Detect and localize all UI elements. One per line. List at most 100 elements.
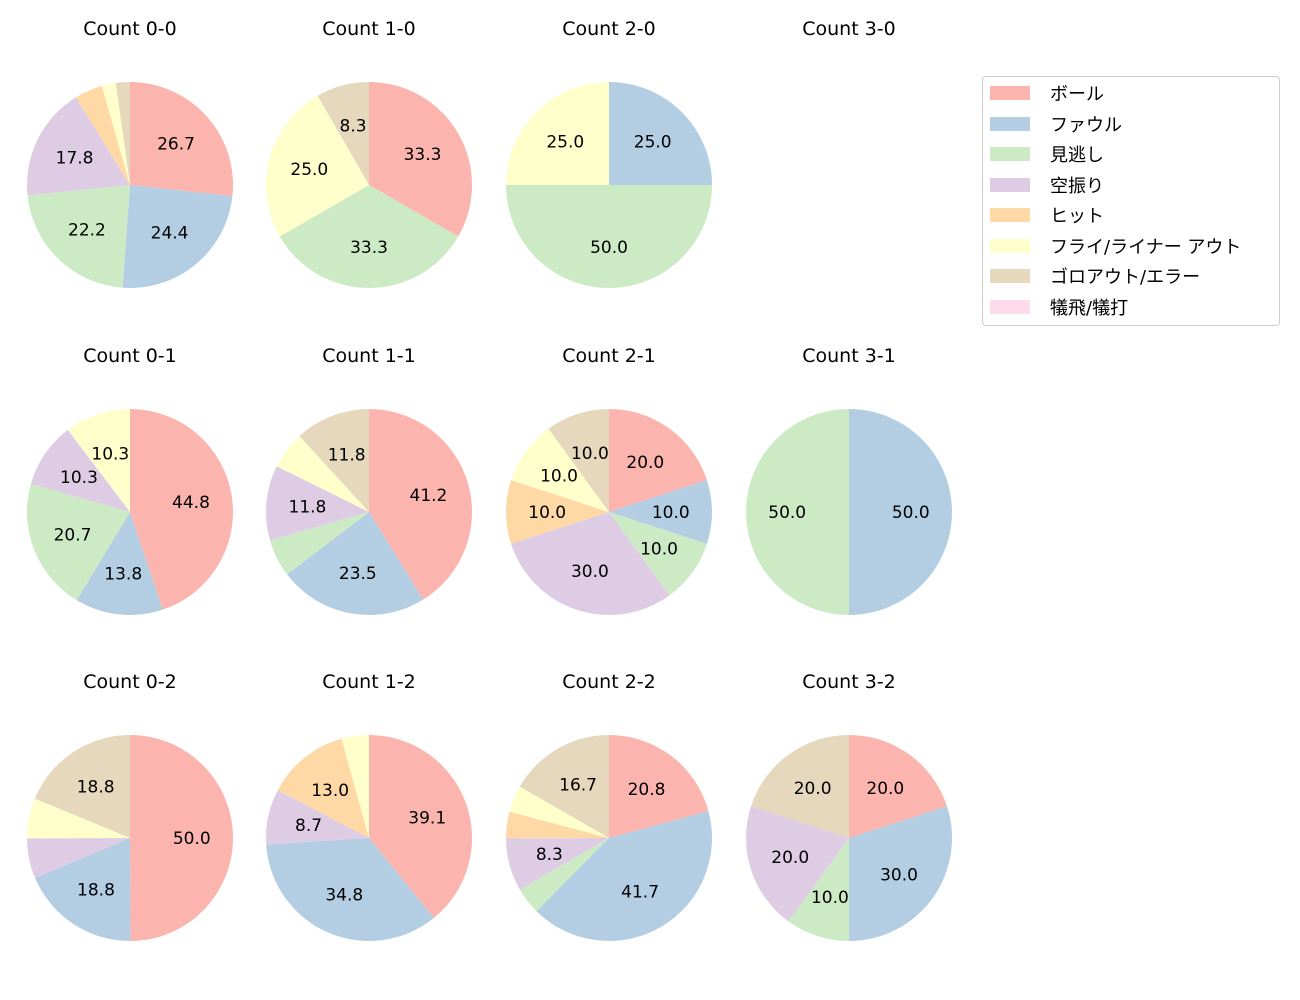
pie-title: Count 3-2 [802, 671, 896, 693]
legend-swatch [990, 116, 1030, 131]
slice-空振り [746, 806, 849, 922]
slice-空振り [266, 790, 369, 845]
slice-label: 23.5 [339, 564, 377, 584]
legend-item: ファウル [990, 112, 1122, 136]
slice-フライ/ライナー アウト [509, 786, 609, 838]
slice-ファウル [849, 409, 952, 615]
slice-label: 41.2 [410, 486, 448, 506]
slice-label: 13.8 [104, 564, 142, 584]
slice-label: 20.8 [628, 780, 666, 800]
slice-label: 10.0 [571, 444, 609, 464]
slice-label: 39.1 [408, 808, 446, 828]
slice-フライ/ライナー アウト [276, 435, 369, 512]
legend-label: ゴロアウト/エラー [1050, 267, 1201, 288]
slice-label: 13.0 [311, 781, 349, 801]
slice-ボール [130, 735, 233, 941]
legend-swatch [990, 299, 1030, 314]
legend-label: 空振り [1050, 175, 1104, 197]
slice-空振り [511, 512, 670, 615]
slice-label: 22.2 [68, 220, 106, 240]
slice-見逃し [27, 484, 130, 601]
legend-swatch [990, 147, 1030, 161]
slice-ボール [369, 409, 473, 600]
slice-ボール [369, 735, 472, 918]
slice-フライ/ライナー アウト [341, 735, 369, 838]
legend: ボールファウル見逃し空振りヒットフライ/ライナー アウト ゴロアウト/エラー犠飛/… [982, 76, 1280, 326]
legend-item: 見逃し [990, 142, 1104, 166]
pie-count-3-0: Count 3-0 [802, 18, 896, 40]
slice-label: 33.3 [350, 238, 388, 258]
slice-空振り [27, 838, 131, 878]
slice-ファウル [536, 811, 712, 942]
slice-label: 50.0 [173, 829, 211, 849]
legend-swatch [990, 269, 1030, 283]
slice-ボール [609, 409, 707, 512]
slice-見逃し [270, 512, 369, 575]
slice-label: 10.0 [652, 503, 690, 523]
slice-ヒット [75, 85, 130, 185]
pie-count-0-2: Count 0-2 50.0 18.8 18.8 [26, 671, 233, 941]
slice-label: 25.0 [546, 132, 584, 152]
slice-label: 10.0 [811, 888, 849, 908]
slice-ヒット [505, 811, 609, 839]
legend-label: 見逃し [1050, 145, 1104, 166]
slice-ゴロアウト/エラー [317, 82, 369, 185]
slice-ヒット [277, 738, 369, 838]
pie-count-1-0: Count 1-0 33.3 33.3 25.0 8.3 [266, 18, 472, 288]
legend-item: ゴロアウト/エラー [990, 264, 1200, 288]
slice-label: 33.3 [404, 145, 442, 165]
slice-ゴロアウト/エラー [548, 409, 609, 512]
legend-item: ヒット [990, 203, 1104, 227]
slice-空振り [506, 838, 609, 890]
pie-count-0-0: Count 0-0 26.7 24.4 22.2 17.8 [27, 18, 233, 288]
pie-count-3-2: Count 3-220.030.010.020.020.0 [746, 671, 952, 941]
legend-item: フライ/ライナー アウト [990, 234, 1241, 258]
slice-フライ/ライナー アウト [511, 428, 609, 512]
slice-label: 24.4 [151, 223, 189, 243]
slice-label: 20.0 [794, 779, 832, 799]
slice-ファウル [122, 185, 233, 288]
slice-ゴロアウト/エラー [34, 735, 130, 838]
slice-フライ/ライナー アウト [506, 82, 609, 185]
pie-count-1-2: Count 1-2 39.1 34.8 8.7 13.0 [266, 671, 472, 942]
slice-label: 20.0 [771, 848, 809, 868]
legend-swatch [990, 208, 1030, 222]
slice-ボール [849, 735, 947, 838]
slice-label: 50.0 [892, 503, 930, 523]
slice-空振り [266, 466, 369, 541]
slice-ボール [609, 735, 709, 838]
slice-label: 16.7 [559, 775, 597, 795]
slice-label: 25.0 [634, 132, 672, 152]
pie-title: Count 1-0 [322, 18, 416, 40]
slice-フライ/ライナー アウト [26, 798, 130, 839]
legend-swatch [990, 177, 1030, 192]
slice-label: 20.7 [54, 526, 92, 546]
slice-ヒット [506, 480, 609, 544]
slice-label: 50.0 [768, 503, 806, 523]
slice-ボール [369, 82, 472, 237]
pie-count-2-1: Count 2-1 20.0 10.0 10.0 30.0 10.0 10.0 10.0 [506, 345, 712, 615]
pie-count-2-2: Count 2-2 20.8 41.7 8.3 16.7 [505, 671, 712, 942]
slice-label: 20.0 [866, 779, 904, 799]
slice-フライ/ライナー アウト [101, 82, 130, 185]
legend-label: ボール [1050, 84, 1104, 105]
pie-title: Count 3-0 [802, 18, 896, 40]
slice-フライ/ライナー アウト [266, 95, 369, 237]
pie-title: Count 3-1 [802, 345, 896, 367]
legend-label: フライ/ライナー アウト [1050, 236, 1242, 258]
slice-見逃し [27, 185, 130, 288]
slice-label: 20.0 [626, 453, 664, 473]
legend-item: 犠飛/犠打 [990, 295, 1128, 319]
pie-count-0-1: Count 0-1 44.8 13.8 20.7 10.3 10.3 [27, 345, 233, 615]
slice-見逃し [788, 838, 849, 941]
legend-label: ヒット [1050, 206, 1104, 227]
slice-label: 26.7 [157, 135, 195, 155]
slice-label: 8.3 [340, 116, 367, 136]
slice-ボール [130, 82, 233, 197]
pie-title: Count 1-1 [322, 345, 416, 367]
legend-label: ファウル [1050, 114, 1122, 136]
slice-見逃し [519, 838, 609, 912]
slice-label: 50.0 [590, 238, 628, 258]
slice-見逃し [746, 409, 849, 615]
